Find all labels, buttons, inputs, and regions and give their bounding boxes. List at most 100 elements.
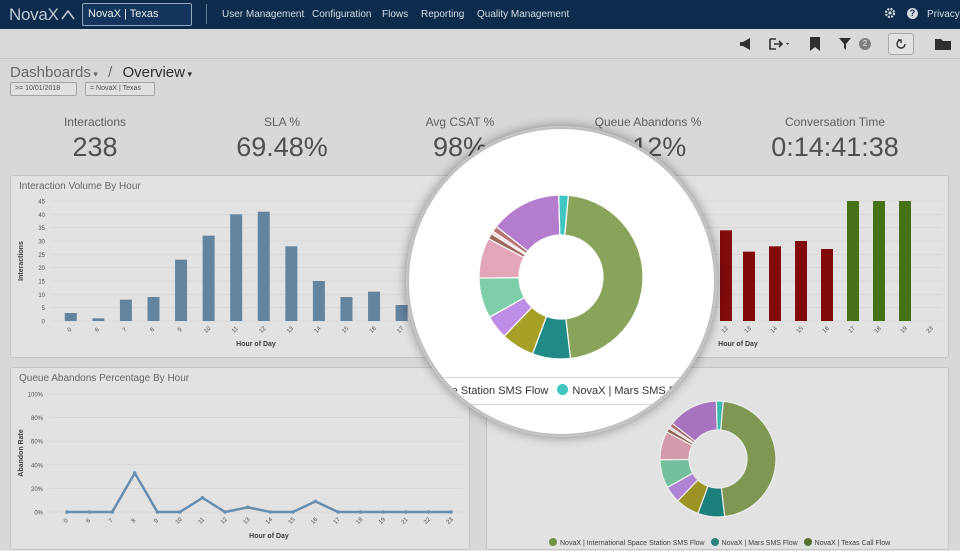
date-filter-chip[interactable]: >= 10/01/2018 <box>10 82 77 96</box>
bar <box>769 246 781 321</box>
bar <box>847 201 859 321</box>
y-tick-label: 0 <box>42 320 46 326</box>
magnified-donut <box>478 194 644 360</box>
legend-item[interactable]: NovaX | Mars SMS Flow <box>572 385 693 397</box>
kpi-value: 238 <box>72 132 118 162</box>
bar <box>175 259 188 321</box>
org-selector[interactable]: NovaX | Texas <box>82 3 192 26</box>
data-point <box>404 510 408 514</box>
y-tick-label: 20% <box>31 487 44 493</box>
legend-item[interactable]: eace Station SMS Flow <box>434 385 549 397</box>
x-tick-label: 17 <box>396 325 405 334</box>
legend-swatch <box>549 538 557 546</box>
folder-icon[interactable] <box>934 36 952 52</box>
kpi-label: Interactions <box>63 115 127 129</box>
filter-icon[interactable] <box>838 36 852 52</box>
x-tick-label: 14 <box>770 325 779 334</box>
x-tick-label: 8 <box>131 518 138 525</box>
nav-quality-management[interactable]: Quality Management <box>477 9 570 20</box>
x-tick-label: 23 <box>446 516 455 525</box>
legend-item[interactable]: NovaX | International Space Station SMS … <box>560 540 705 547</box>
y-tick-label: 30 <box>38 240 45 246</box>
breadcrumb-overview[interactable]: Overview <box>122 64 185 81</box>
chevron-down-icon[interactable]: ▾ <box>90 69 98 79</box>
megaphone-icon[interactable] <box>739 36 753 52</box>
dashboard-toolbar: 2 <box>0 29 960 59</box>
x-tick-label: 10 <box>175 516 184 525</box>
x-tick-label: 14 <box>265 516 274 525</box>
x-tick-label: 12 <box>259 325 268 334</box>
kpi-value: 0:14:41:38 <box>771 132 899 162</box>
x-tick-label: 7 <box>122 327 129 334</box>
x-tick-label: 0 <box>63 518 70 525</box>
bar <box>899 201 911 321</box>
x-tick-label: 23 <box>926 325 935 334</box>
x-axis-label: Hour of Day <box>249 533 289 540</box>
legend-item[interactable]: NovaX | Mars SMS Flow <box>721 540 798 547</box>
gear-icon[interactable] <box>884 7 896 19</box>
x-tick-label: 15 <box>796 325 805 334</box>
y-tick-label: 0% <box>34 511 43 517</box>
kpi-label: Queue Abandons % <box>594 115 702 129</box>
breadcrumb-dashboards[interactable]: Dashboards <box>10 64 91 81</box>
nav-privacy[interactable]: Privacy <box>927 9 960 20</box>
legend-item[interactable]: NovaX | Texas Call Flow <box>814 540 891 547</box>
nav-flows[interactable]: Flows <box>382 9 409 20</box>
legend-swatch <box>710 538 719 546</box>
data-point <box>449 510 453 514</box>
data-point <box>132 471 137 475</box>
kpi-sla: SLA % 69.48% <box>187 115 377 163</box>
org-filter-chip[interactable]: = NovaX | Texas <box>85 82 155 96</box>
x-tick-label: 13 <box>744 325 753 334</box>
bar <box>340 297 353 321</box>
bar <box>720 230 732 321</box>
data-point <box>178 510 182 514</box>
series-line <box>67 470 451 514</box>
interaction-volume-chart: 0510152025303540450678910111213141516171… <box>18 200 463 348</box>
nav-reporting[interactable]: Reporting <box>421 9 465 20</box>
bar <box>795 241 807 321</box>
x-tick-label: 19 <box>378 516 387 525</box>
y-tick-label: 20 <box>38 266 45 272</box>
bar <box>821 249 833 321</box>
x-axis-label: Hour of Day <box>718 341 758 348</box>
x-tick-label: 7 <box>108 518 115 525</box>
export-icon[interactable] <box>768 36 792 52</box>
x-tick-label: 15 <box>341 325 350 334</box>
bar <box>257 211 270 321</box>
donut-slice <box>564 194 644 360</box>
x-tick-label: 11 <box>197 517 206 526</box>
flow-distribution-donut <box>659 400 777 518</box>
x-tick-label: 14 <box>314 325 323 334</box>
refresh-icon <box>896 39 906 49</box>
app-logo[interactable]: NovaX <box>9 5 75 25</box>
help-icon[interactable]: ? <box>907 8 918 19</box>
x-tick-label: 10 <box>203 325 212 334</box>
x-tick-label: 11 <box>231 326 240 335</box>
data-point <box>65 510 69 514</box>
y-tick-label: 45 <box>38 200 45 206</box>
data-point <box>381 510 386 514</box>
kpi-conversation-time: Conversation Time 0:14:41:38 <box>740 115 930 163</box>
y-axis-label: Interactions <box>18 241 25 281</box>
bar <box>873 201 885 321</box>
x-tick-label: 6 <box>94 327 101 334</box>
data-point <box>426 510 431 514</box>
breadcrumb-separator: / <box>108 64 113 81</box>
chevron-down-icon[interactable]: ▾ <box>184 69 192 79</box>
nav-user-management[interactable]: User Management <box>222 9 305 20</box>
bar <box>743 251 755 321</box>
bookmark-icon[interactable] <box>809 36 821 52</box>
data-point <box>313 499 318 504</box>
x-tick-label: 13 <box>243 516 252 525</box>
x-tick-label: 21 <box>401 516 410 525</box>
bar <box>202 235 215 321</box>
refresh-button[interactable] <box>888 33 914 55</box>
interaction-volume-panel: Interaction Volume By Hour 0 5 10 15 20 25 30 3… <box>10 175 470 358</box>
x-tick-label: 9 <box>153 518 160 525</box>
donut-legend: NovaX | International Space Station SMS … <box>545 538 890 547</box>
x-tick-label: 16 <box>822 325 831 334</box>
x-tick-label: 6 <box>86 518 93 525</box>
x-tick-label: 16 <box>369 325 378 334</box>
nav-configuration[interactable]: Configuration <box>312 9 372 20</box>
